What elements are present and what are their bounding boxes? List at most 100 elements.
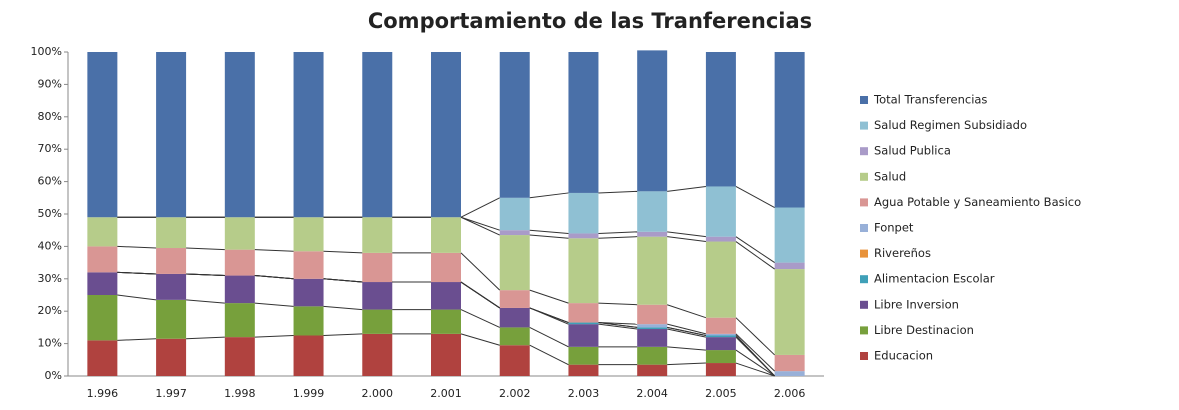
series-line	[323, 305, 363, 311]
x-tick-label: 2.005	[705, 387, 737, 400]
bar-segment	[637, 231, 668, 237]
legend-label: Alimentacion Escolar	[874, 272, 995, 286]
series-line	[735, 362, 775, 377]
bar-segment	[499, 52, 530, 198]
y-tick-label: 30%	[38, 272, 62, 285]
bar-segment	[637, 364, 668, 376]
x-tick-label: 2.006	[774, 387, 806, 400]
series-line	[735, 236, 775, 264]
series-line	[323, 250, 363, 254]
bar-segment	[568, 303, 599, 323]
bar-segment	[499, 230, 530, 236]
series-line	[735, 241, 775, 270]
bar-segment	[499, 235, 530, 291]
legend-swatch	[860, 249, 868, 258]
legend-label: Salud Publica	[874, 144, 951, 158]
bar-segment	[705, 337, 736, 351]
series-line	[323, 333, 363, 336]
bar-segment	[224, 52, 255, 218]
bar-segment	[774, 354, 805, 372]
series-line	[529, 326, 569, 348]
series-line	[254, 275, 294, 280]
bar-segment	[705, 317, 736, 334]
y-tick-label: 0%	[45, 369, 62, 382]
series-line	[254, 249, 294, 252]
bar-segment	[431, 217, 461, 253]
bar-segment	[568, 52, 599, 193]
series-line	[186, 273, 225, 277]
bar-segment	[431, 309, 461, 334]
series-line	[598, 323, 638, 330]
bar-segment	[637, 304, 668, 325]
bar-segment	[774, 52, 805, 208]
series-line	[598, 302, 638, 306]
series-line	[460, 216, 500, 231]
legend-label: Total Transferencias	[873, 93, 987, 107]
chart-title: Comportamiento de las Tranferencias	[368, 9, 812, 33]
bar-segment	[293, 52, 324, 218]
bar-segment	[293, 251, 324, 279]
series-line	[254, 302, 294, 307]
x-tick-label: 1.999	[293, 387, 325, 400]
series-line	[117, 294, 157, 301]
legend-swatch	[860, 326, 868, 335]
series-line	[598, 322, 638, 328]
bar-segment	[362, 252, 393, 283]
bar-segment	[774, 262, 805, 270]
x-tick-label: 1.998	[224, 387, 256, 400]
x-tick-label: 2.002	[499, 387, 531, 400]
bar-segment	[705, 186, 736, 237]
bar-segment	[156, 52, 187, 218]
legend-swatch	[860, 352, 868, 360]
legend-label: Educacion	[874, 349, 933, 363]
legend-label: Salud	[874, 169, 906, 183]
bar-segment	[293, 278, 324, 307]
bar-segment	[705, 335, 736, 338]
x-tick-label: 2.001	[430, 387, 462, 400]
series-line	[529, 234, 569, 239]
series-line	[667, 362, 706, 366]
series-line	[667, 328, 707, 338]
x-tick-label: 2.003	[568, 387, 600, 400]
series-line	[598, 322, 638, 325]
legend-swatch	[860, 147, 868, 156]
series-line	[667, 323, 707, 335]
bar-segment	[705, 363, 736, 376]
bar-segment	[705, 241, 736, 318]
bar-segment	[568, 233, 599, 239]
legend-label: Libre Inversion	[874, 297, 959, 311]
bar-segment	[637, 324, 668, 328]
series-line	[735, 349, 775, 377]
bar-segment	[224, 249, 255, 276]
series-line	[529, 289, 569, 304]
series-line	[117, 245, 157, 249]
bar-segment	[87, 272, 118, 295]
bar-segment	[774, 207, 805, 263]
bar-segment	[568, 192, 599, 234]
bar-segment	[774, 269, 805, 355]
bar-segment	[293, 217, 324, 252]
legend-label: Fonpet	[874, 221, 914, 235]
series-line	[254, 335, 294, 338]
legend-swatch	[860, 121, 868, 130]
series-line	[735, 333, 775, 372]
series-line	[529, 192, 569, 199]
bar-segment	[499, 345, 530, 376]
series-line	[460, 309, 500, 328]
legend-swatch	[860, 224, 868, 232]
bar-segment	[87, 246, 118, 273]
series-line	[598, 236, 638, 239]
series-line	[529, 229, 569, 234]
series-line	[186, 336, 225, 340]
bar-segment	[224, 337, 255, 376]
bar-segment	[362, 52, 393, 218]
bar-segment	[431, 333, 461, 376]
series-line	[460, 197, 500, 218]
x-tick-label: 2.000	[362, 387, 394, 400]
bar-segment	[637, 346, 668, 365]
bar-segment	[362, 309, 393, 334]
bar-segment	[87, 217, 118, 247]
series-line	[460, 281, 501, 309]
bar-segment	[637, 236, 668, 305]
series-line	[323, 278, 363, 283]
